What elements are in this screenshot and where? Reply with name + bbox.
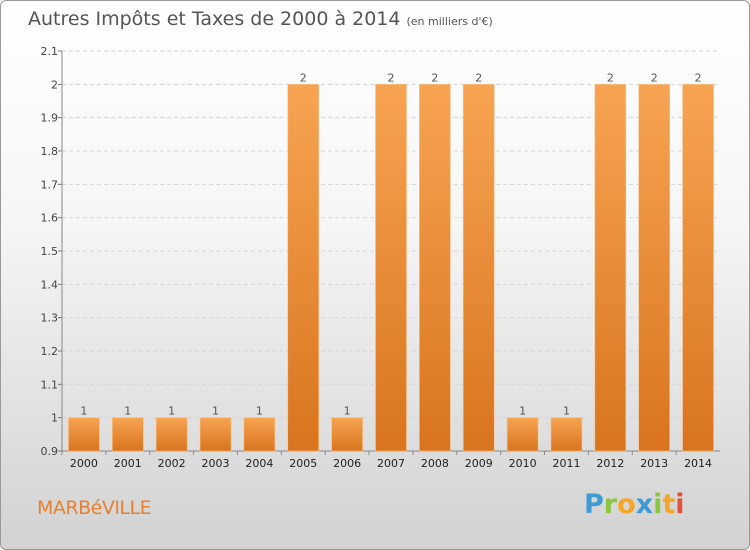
- x-tick-label: 2009: [465, 457, 493, 470]
- bar: [243, 417, 276, 452]
- data-label: 1: [124, 405, 131, 418]
- y-tick-label: 1.9: [41, 112, 59, 125]
- y-tick-label: 2: [51, 78, 58, 91]
- y-tick-label: 2.1: [41, 45, 59, 58]
- x-tick-label: 2013: [640, 457, 668, 470]
- x-tick-label: 2006: [333, 457, 361, 470]
- bar: [682, 84, 714, 452]
- y-tick-label: 1.6: [41, 212, 59, 225]
- bar: [419, 84, 451, 452]
- chart-title: Autres Impôts et Taxes de 2000 à 2014: [28, 8, 401, 30]
- bar: [68, 417, 100, 452]
- y-tick-label: 1.2: [41, 345, 59, 358]
- x-tick-label: 2003: [202, 457, 230, 470]
- x-tick-label: 2011: [552, 457, 580, 470]
- data-label: 1: [256, 405, 263, 418]
- x-tick-label: 2000: [70, 457, 98, 470]
- x-tick-label: 2001: [114, 457, 142, 470]
- x-tick-label: 2012: [596, 457, 624, 470]
- labels: 1 2000 1 2001 1 2002 1 2003 1 2004 2 2005 1 2006 2 2007…: [70, 71, 712, 470]
- data-label: 2: [431, 71, 438, 84]
- brand-logo-letter: o: [617, 489, 636, 520]
- x-tick-label: 2002: [158, 457, 186, 470]
- x-tick-label: 2004: [245, 457, 273, 470]
- data-label: 2: [695, 71, 702, 84]
- bar: [375, 84, 407, 452]
- title-line: Autres Impôts et Taxes de 2000 à 2014 (en…: [28, 8, 493, 30]
- data-label: 1: [344, 405, 351, 418]
- x-tick-label: 2014: [684, 457, 712, 470]
- brand-logo: Proxiti: [584, 489, 685, 520]
- data-label: 2: [651, 71, 658, 84]
- bar: [594, 84, 627, 452]
- bar: [287, 84, 320, 452]
- city-name: MARBéVILLE: [37, 497, 152, 519]
- y-tick-label: 1.5: [41, 245, 59, 258]
- y-tick-label: 0.9: [41, 445, 59, 458]
- data-label: 2: [300, 71, 307, 84]
- bar: [506, 417, 539, 452]
- brand-logo-letter: i: [675, 489, 685, 520]
- data-label: 2: [475, 71, 482, 84]
- y-tick-label: 1.8: [41, 145, 59, 158]
- brand-logo-letter: r: [603, 489, 618, 520]
- data-label: 1: [80, 405, 87, 418]
- chart-subtitle: (en milliers d'€): [406, 15, 493, 28]
- bar: [112, 417, 144, 452]
- y-tick-label: 1.1: [41, 378, 59, 391]
- data-label: 1: [519, 405, 526, 418]
- x-tick-label: 2005: [289, 457, 317, 470]
- data-label: 2: [388, 71, 395, 84]
- brand-logo-letter: P: [584, 489, 604, 520]
- bar: [155, 417, 188, 452]
- bar: [331, 417, 363, 452]
- data-label: 1: [168, 405, 175, 418]
- bar: [199, 417, 232, 452]
- bar: [638, 84, 671, 452]
- brand-logo-letter: x: [635, 489, 654, 520]
- brand-logo-letter: t: [662, 489, 676, 520]
- data-label: 2: [607, 71, 614, 84]
- y-tick-label: 1.4: [41, 278, 59, 291]
- data-label: 1: [212, 405, 219, 418]
- x-tick-label: 2010: [509, 457, 537, 470]
- x-tick-label: 2008: [421, 457, 449, 470]
- y-tick-label: 1: [51, 412, 58, 425]
- bars: [68, 84, 714, 452]
- x-tick-label: 2007: [377, 457, 405, 470]
- bar: [550, 417, 583, 452]
- data-label: 1: [563, 405, 570, 418]
- y-tick-label: 1.7: [41, 178, 59, 191]
- brand-logo-letter: i: [653, 489, 663, 520]
- y-tick-label: 1.3: [41, 312, 59, 325]
- bar: [462, 84, 495, 452]
